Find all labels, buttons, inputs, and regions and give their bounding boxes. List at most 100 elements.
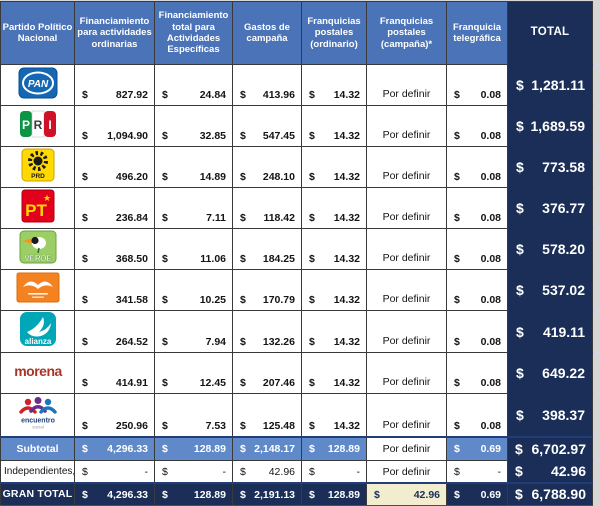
cell-verde-franquicias-postales-ordinario: $14.32 bbox=[301, 228, 367, 270]
cell-prd-total: $773.58 bbox=[507, 146, 593, 188]
svg-text:P: P bbox=[21, 118, 29, 132]
currency-sign: $ bbox=[454, 336, 460, 348]
nueva-alianza-logo: alianza bbox=[19, 312, 57, 348]
svg-text:alianza: alianza bbox=[24, 337, 51, 346]
amount-value: 0.69 bbox=[480, 488, 501, 501]
amount-value: 14.32 bbox=[333, 336, 360, 348]
amount-value: - bbox=[497, 465, 502, 478]
header-row: Partido Político Nacional Financiamiento… bbox=[0, 1, 593, 65]
currency-sign: $ bbox=[516, 241, 524, 257]
party-cell-pt: PT ★ bbox=[0, 187, 75, 229]
cell-subtotal-franquicia-telegrafica: $0.69 bbox=[446, 436, 508, 461]
cell-alianza-franquicias-postales-campana: Por definir bbox=[366, 310, 447, 353]
currency-sign: $ bbox=[454, 89, 460, 101]
column-header-partido: Partido Político Nacional bbox=[0, 1, 75, 65]
currency-sign: $ bbox=[515, 463, 523, 480]
svg-text:encuentro: encuentro bbox=[21, 418, 55, 425]
svg-text:morena: morena bbox=[14, 363, 62, 379]
amount-value: 14.32 bbox=[333, 212, 360, 224]
party-cell-es: encuentro social bbox=[0, 393, 75, 438]
currency-sign: $ bbox=[309, 212, 315, 224]
cell-es-gastos-campana: $125.48 bbox=[232, 393, 302, 438]
cell-pt-especificas: $7.11 bbox=[154, 187, 233, 229]
currency-sign: $ bbox=[82, 294, 88, 306]
currency-sign: $ bbox=[309, 294, 315, 306]
cell-mc-especificas: $10.25 bbox=[154, 269, 233, 311]
cell-pri-especificas: $32.85 bbox=[154, 105, 233, 147]
amount-value: 0.08 bbox=[480, 89, 501, 101]
cell-pri-franquicia-telegrafica: $0.08 bbox=[446, 105, 508, 147]
table-row-pan: PAN $827.92 $24.84 $413.96 $14.32 Por definir… bbox=[0, 64, 593, 106]
amount-value: 14.89 bbox=[199, 171, 226, 183]
currency-sign: $ bbox=[240, 443, 246, 456]
cell-es-franquicia-telegrafica: $0.08 bbox=[446, 393, 508, 438]
amount-value: 128.89 bbox=[193, 488, 226, 501]
svg-text:R: R bbox=[33, 118, 42, 132]
column-header-gastos-campana: Gastos de campaña bbox=[232, 1, 302, 65]
currency-sign: $ bbox=[82, 253, 88, 265]
cell-morena-total: $649.22 bbox=[507, 352, 593, 394]
amount-value: 0.08 bbox=[480, 420, 501, 432]
currency-sign: $ bbox=[162, 336, 168, 348]
amount-value: 578.20 bbox=[542, 241, 585, 257]
currency-sign: $ bbox=[82, 465, 88, 478]
cell-prd-franquicias-postales-campana: Por definir bbox=[366, 146, 447, 188]
amount-value: 0.08 bbox=[480, 212, 501, 224]
amount-value: 125.48 bbox=[262, 420, 295, 432]
amount-value: - bbox=[356, 465, 361, 478]
currency-sign: $ bbox=[374, 488, 380, 501]
currency-sign: $ bbox=[240, 130, 246, 142]
cell-alianza-gastos-campana: $132.26 bbox=[232, 310, 302, 353]
amount-value: 42.96 bbox=[268, 465, 295, 478]
cell-pri-franquicias-postales-ordinario: $14.32 bbox=[301, 105, 367, 147]
cell-morena-gastos-campana: $207.46 bbox=[232, 352, 302, 394]
cell-morena-franquicias-postales-ordinario: $14.32 bbox=[301, 352, 367, 394]
currency-sign: $ bbox=[454, 294, 460, 306]
svg-text:VERDE: VERDE bbox=[24, 254, 52, 263]
amount-value: 24.84 bbox=[199, 89, 226, 101]
amount-value: 42.96 bbox=[550, 463, 586, 480]
currency-sign: $ bbox=[82, 420, 88, 432]
cell-pan-especificas: $24.84 bbox=[154, 64, 233, 106]
amount-value: 341.58 bbox=[115, 294, 148, 306]
cell-grantotal-ordinarias: $4,296.33 bbox=[74, 482, 155, 506]
amount-value: 0.08 bbox=[480, 294, 501, 306]
table-body: PAN $827.92 $24.84 $413.96 $14.32 Por definir… bbox=[0, 64, 593, 506]
cell-es-total: $398.37 bbox=[507, 393, 593, 438]
cell-grantotal-franquicias-postales-campana: $42.96 bbox=[366, 482, 447, 506]
amount-value: 32.85 bbox=[199, 130, 226, 142]
cell-morena-franquicia-telegrafica: $0.08 bbox=[446, 352, 508, 394]
cell-independientes-franquicia-telegrafica: $ - bbox=[446, 459, 508, 484]
amount-value: 413.96 bbox=[262, 89, 295, 101]
party-cell-prd: PRD bbox=[0, 146, 75, 188]
amount-value: 0.08 bbox=[480, 336, 501, 348]
cell-pt-franquicias-postales-campana: Por definir bbox=[366, 187, 447, 229]
currency-sign: $ bbox=[454, 253, 460, 265]
amount-value: 7.11 bbox=[206, 212, 226, 224]
amount-value: 132.26 bbox=[262, 336, 295, 348]
cell-independientes-ordinarias: $ - bbox=[74, 459, 155, 484]
currency-sign: $ bbox=[162, 253, 168, 265]
currency-sign: $ bbox=[309, 465, 315, 478]
cell-pan-franquicia-telegrafica: $0.08 bbox=[446, 64, 508, 106]
currency-sign: $ bbox=[454, 420, 460, 432]
currency-sign: $ bbox=[454, 443, 460, 456]
svg-text:social: social bbox=[32, 425, 44, 430]
party-cell-pan: PAN bbox=[0, 64, 75, 106]
column-header-franquicias-postales-campana: Franquicias postales (campaña)* bbox=[366, 1, 447, 65]
verde-logo: VERDE bbox=[19, 230, 57, 264]
amount-value: 414.91 bbox=[115, 377, 148, 389]
amount-value: 0.08 bbox=[480, 377, 501, 389]
cell-morena-franquicias-postales-campana: Por definir bbox=[366, 352, 447, 394]
cell-pan-franquicias-postales-ordinario: $14.32 bbox=[301, 64, 367, 106]
amount-value: 14.32 bbox=[333, 420, 360, 432]
cell-pt-franquicia-telegrafica: $0.08 bbox=[446, 187, 508, 229]
currency-sign: $ bbox=[240, 171, 246, 183]
party-cell-verde: VERDE bbox=[0, 228, 75, 270]
amount-value: 14.32 bbox=[333, 377, 360, 389]
currency-sign: $ bbox=[309, 130, 315, 142]
cell-prd-franquicia-telegrafica: $0.08 bbox=[446, 146, 508, 188]
cell-verde-ordinarias: $368.50 bbox=[74, 228, 155, 270]
currency-sign: $ bbox=[240, 336, 246, 348]
